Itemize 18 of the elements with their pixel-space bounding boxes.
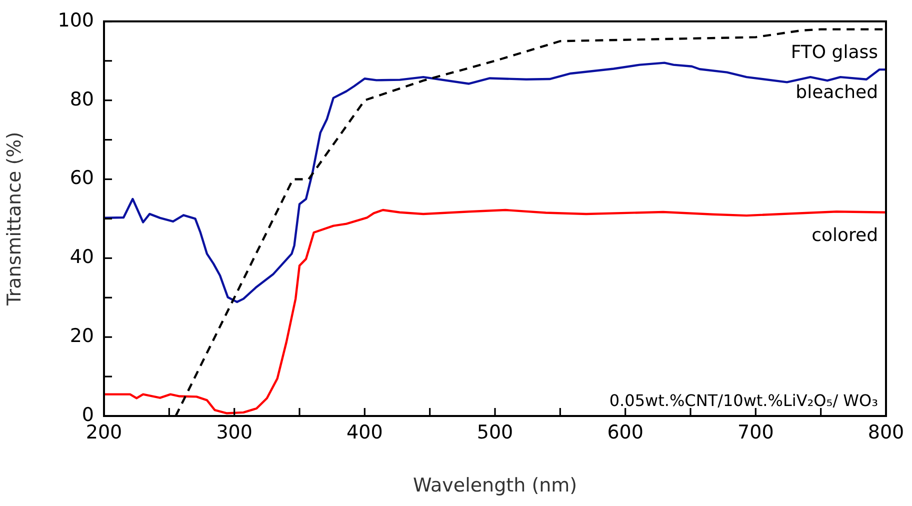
- x-tick-label: 200: [86, 421, 122, 444]
- x-tick-label: 800: [868, 421, 904, 444]
- series-label: bleached: [796, 82, 878, 104]
- series-label: FTO glass: [790, 42, 878, 63]
- y-tick-label: 40: [70, 246, 94, 268]
- y-tick-label: 80: [70, 88, 94, 110]
- x-tick-label: 500: [476, 421, 514, 444]
- x-tick-label: 300: [216, 421, 252, 444]
- y-axis-title: Transmittance (%): [3, 132, 26, 307]
- x-tick-label: 400: [346, 421, 383, 444]
- y-tick-label: 60: [70, 167, 94, 190]
- annotation: 0.05wt.%CNT/10wt.%LiV₂O₅/ WO₃: [609, 391, 878, 410]
- y-tick-label: 100: [58, 9, 94, 32]
- y-tick-label: 20: [70, 325, 94, 348]
- series-label: colored: [812, 225, 878, 246]
- x-tick-label: 700: [738, 421, 774, 444]
- x-tick-label: 600: [607, 421, 644, 444]
- x-axis-title: Wavelength (nm): [412, 474, 578, 497]
